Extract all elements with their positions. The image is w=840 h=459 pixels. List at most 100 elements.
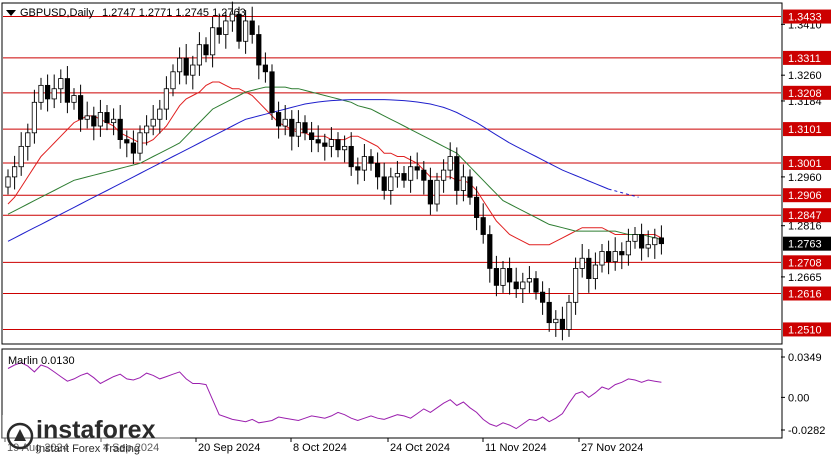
time-tick-label: 4 Sep 2024 xyxy=(103,442,159,454)
price-tick-label: 1.2816 xyxy=(788,221,822,233)
candle-body xyxy=(368,156,374,164)
candle-body xyxy=(5,176,11,188)
candle-body xyxy=(645,244,651,249)
candle-body xyxy=(38,84,44,103)
candle-body xyxy=(190,64,196,76)
candle-body xyxy=(18,145,24,168)
current-price-label: 1.2763 xyxy=(788,239,822,251)
candle-body xyxy=(97,112,103,127)
level-price-label: 1.2708 xyxy=(788,257,822,269)
candle-body xyxy=(51,88,57,100)
indicator-axis: 0.0349 0.00 -0.0282 xyxy=(781,352,825,437)
candle-body xyxy=(143,125,150,134)
candle-body xyxy=(282,118,288,127)
time-tick-label: 11 Nov 2024 xyxy=(485,442,547,454)
candle-body xyxy=(401,173,407,181)
instaforex-logo-icon xyxy=(6,422,34,450)
price-tick-label: 1.3260 xyxy=(788,70,822,82)
candle-body xyxy=(546,301,552,324)
candle-body xyxy=(559,318,566,330)
candle-body xyxy=(170,71,176,90)
candle-body xyxy=(427,179,434,205)
level-price-tag xyxy=(783,155,831,170)
candle-body xyxy=(407,166,414,181)
candle-body xyxy=(137,132,143,154)
candle-body xyxy=(573,268,579,303)
candle-body xyxy=(599,251,605,266)
candle-body xyxy=(335,139,341,151)
candle-body xyxy=(183,57,189,76)
candle-body xyxy=(130,142,136,154)
symbol-dropdown-icon[interactable] xyxy=(6,10,16,16)
time-tick-label: 8 Oct 2024 xyxy=(293,442,347,454)
header-group: GBPUSD,Daily 1.2747 1.2771 1.2745 1.2763 xyxy=(6,7,246,19)
candle-body xyxy=(242,20,249,42)
candle-body xyxy=(625,240,632,256)
ohlc-label: 1.2747 1.2771 1.2745 1.2763 xyxy=(102,7,246,19)
candle-body xyxy=(203,44,209,56)
time-tick-label: 24 Oct 2024 xyxy=(390,442,450,454)
candle-body xyxy=(275,112,282,127)
main-panel-frame xyxy=(1,2,783,345)
level-price-tag xyxy=(783,208,831,223)
brand-name: instaforex xyxy=(36,416,156,444)
candle-body xyxy=(58,78,64,90)
candle-body xyxy=(236,13,242,42)
candle-body xyxy=(447,156,453,171)
level-price-label: 1.2616 xyxy=(788,289,822,301)
candle-body xyxy=(262,64,269,73)
level-price-label: 1.3311 xyxy=(788,53,821,65)
candle-body xyxy=(104,112,110,124)
level-price-tag xyxy=(783,255,831,270)
candle-body xyxy=(355,166,361,171)
candle-body xyxy=(229,13,235,22)
level-price-label: 1.3208 xyxy=(788,88,822,100)
candle-body xyxy=(84,115,90,120)
candle-body xyxy=(526,278,533,283)
candle-body xyxy=(117,118,123,141)
candle-body xyxy=(394,173,401,178)
moving-average-line xyxy=(7,99,609,242)
candle-body xyxy=(487,234,493,269)
time-tick-label: 27 Nov 2024 xyxy=(581,442,643,454)
level-price-tag xyxy=(783,9,831,24)
candle-body xyxy=(289,118,295,137)
candle-body xyxy=(414,166,420,171)
price-tick-label: 1.2960 xyxy=(788,172,822,184)
candle-body xyxy=(388,176,394,191)
candle-body xyxy=(308,132,315,141)
candle-body xyxy=(31,101,38,134)
candle-body xyxy=(513,281,519,290)
candle-body xyxy=(256,34,262,66)
price-tick-label: 1.2665 xyxy=(788,272,822,284)
candle-body xyxy=(533,278,539,293)
candle-body xyxy=(493,268,500,286)
level-price-tag xyxy=(783,188,831,203)
indicator-label: Marlin 0.0130 xyxy=(8,355,75,367)
candle-body xyxy=(302,122,308,134)
candle-body xyxy=(639,234,645,249)
candle-body xyxy=(480,217,486,235)
candle-body xyxy=(315,139,321,144)
candle-body xyxy=(467,176,473,198)
candle-body xyxy=(269,71,275,113)
candle-body xyxy=(341,145,348,151)
time-tick-label: 20 Sep 2024 xyxy=(198,442,260,454)
candle-body xyxy=(91,115,97,127)
candle-body xyxy=(216,27,222,35)
candle-body xyxy=(506,268,513,283)
candle-body xyxy=(658,237,665,245)
candle-body xyxy=(71,95,77,103)
moving-average-line xyxy=(7,86,662,241)
time-axis: 19 Aug 2024 4 Sep 2024 20 Sep 2024 8 Oct 20… xyxy=(4,438,643,454)
candle-body xyxy=(249,20,255,35)
indicator-tick-label: 0.0349 xyxy=(788,352,822,364)
level-price-label: 1.3101 xyxy=(788,124,822,136)
candle-body xyxy=(328,139,335,147)
candle-body xyxy=(11,166,18,178)
candle-body xyxy=(566,301,572,330)
candle-body xyxy=(348,145,354,168)
level-price-label: 1.2847 xyxy=(788,210,822,222)
level-price-label: 1.3433 xyxy=(788,12,822,24)
level-price-tag xyxy=(783,122,831,137)
